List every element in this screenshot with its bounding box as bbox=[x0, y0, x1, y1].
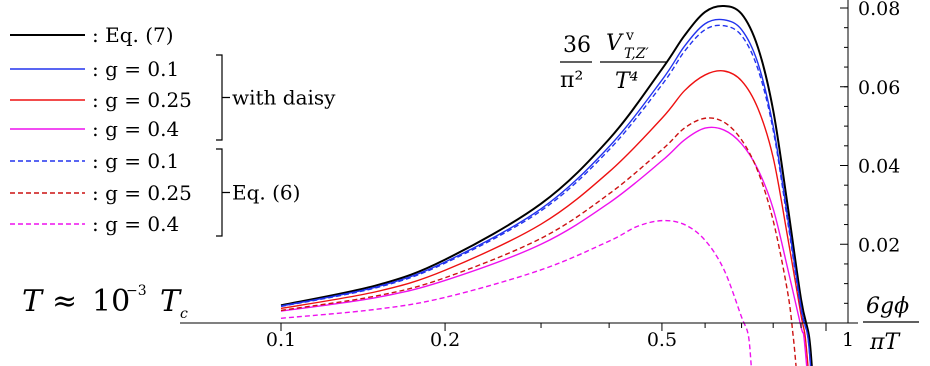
legend-label: : g = 0.4 bbox=[92, 212, 179, 236]
x-tick-label: 0.1 bbox=[266, 329, 296, 351]
series-line bbox=[280, 70, 809, 366]
annot-exp: −3 bbox=[126, 283, 147, 299]
annot-rhs: T bbox=[160, 284, 182, 319]
x-tick-label: 1 bbox=[842, 329, 854, 351]
group-bracket bbox=[216, 148, 230, 237]
y-tick-label: 0.08 bbox=[858, 0, 900, 20]
x-tick-label: 0.2 bbox=[430, 329, 460, 351]
annot-approx: ≈ bbox=[52, 284, 77, 319]
series-line bbox=[280, 18, 812, 366]
curves-layer bbox=[280, 4, 813, 366]
legend-label: : g = 0.25 bbox=[92, 181, 192, 205]
x-label-num: 6gϕ bbox=[866, 294, 909, 319]
group-bracket bbox=[216, 54, 230, 141]
y-label-den: T⁴ bbox=[615, 69, 639, 94]
legend-groups: with daisy Eq. (6) bbox=[216, 54, 336, 237]
temperature-annotation: T ≈ 10 −3 T c bbox=[22, 283, 188, 322]
y-tick-label: 0.02 bbox=[858, 234, 900, 256]
y-label-sup: v bbox=[625, 28, 634, 44]
series-line bbox=[280, 126, 808, 366]
series-line bbox=[280, 219, 752, 366]
annot-lhs: T bbox=[22, 284, 44, 319]
legend-label: : Eq. (7) bbox=[92, 23, 174, 47]
y-label-coef-den: π² bbox=[560, 68, 583, 93]
series-line bbox=[280, 4, 813, 366]
y-tick-label: 0.04 bbox=[858, 156, 900, 178]
group-label: Eq. (6) bbox=[232, 181, 300, 205]
y-axis-label: 36 π² V v T,Z′ T⁴ bbox=[560, 28, 667, 94]
y-label-coef-num: 36 bbox=[563, 33, 591, 58]
x-label-den: πT bbox=[869, 330, 901, 355]
series-line bbox=[280, 117, 797, 366]
annot-rhs-sub: c bbox=[180, 306, 188, 322]
series-line bbox=[280, 24, 812, 366]
annot-mant: 10 bbox=[92, 284, 130, 319]
axes-layer bbox=[180, 0, 858, 324]
x-ticks: 0.1 0.2 0.5 1 bbox=[266, 323, 854, 351]
legend-label: : g = 0.1 bbox=[92, 149, 179, 173]
y-ticks: 0.02 0.04 0.06 0.08 bbox=[840, 0, 900, 304]
x-tick-label: 0.5 bbox=[647, 329, 677, 351]
group-label: with daisy bbox=[232, 86, 336, 110]
y-tick-label: 0.06 bbox=[858, 77, 900, 99]
legend: : Eq. (7) : g = 0.1 : g = 0.25 : g = 0.4 : g… bbox=[10, 23, 192, 236]
y-label-v: V bbox=[606, 31, 624, 56]
x-axis-label: 6gϕ πT bbox=[863, 294, 919, 355]
y-label-sub: T,Z′ bbox=[624, 46, 649, 62]
legend-label: : g = 0.1 bbox=[92, 57, 179, 81]
legend-label: : g = 0.25 bbox=[92, 88, 192, 112]
legend-label: : g = 0.4 bbox=[92, 117, 179, 141]
